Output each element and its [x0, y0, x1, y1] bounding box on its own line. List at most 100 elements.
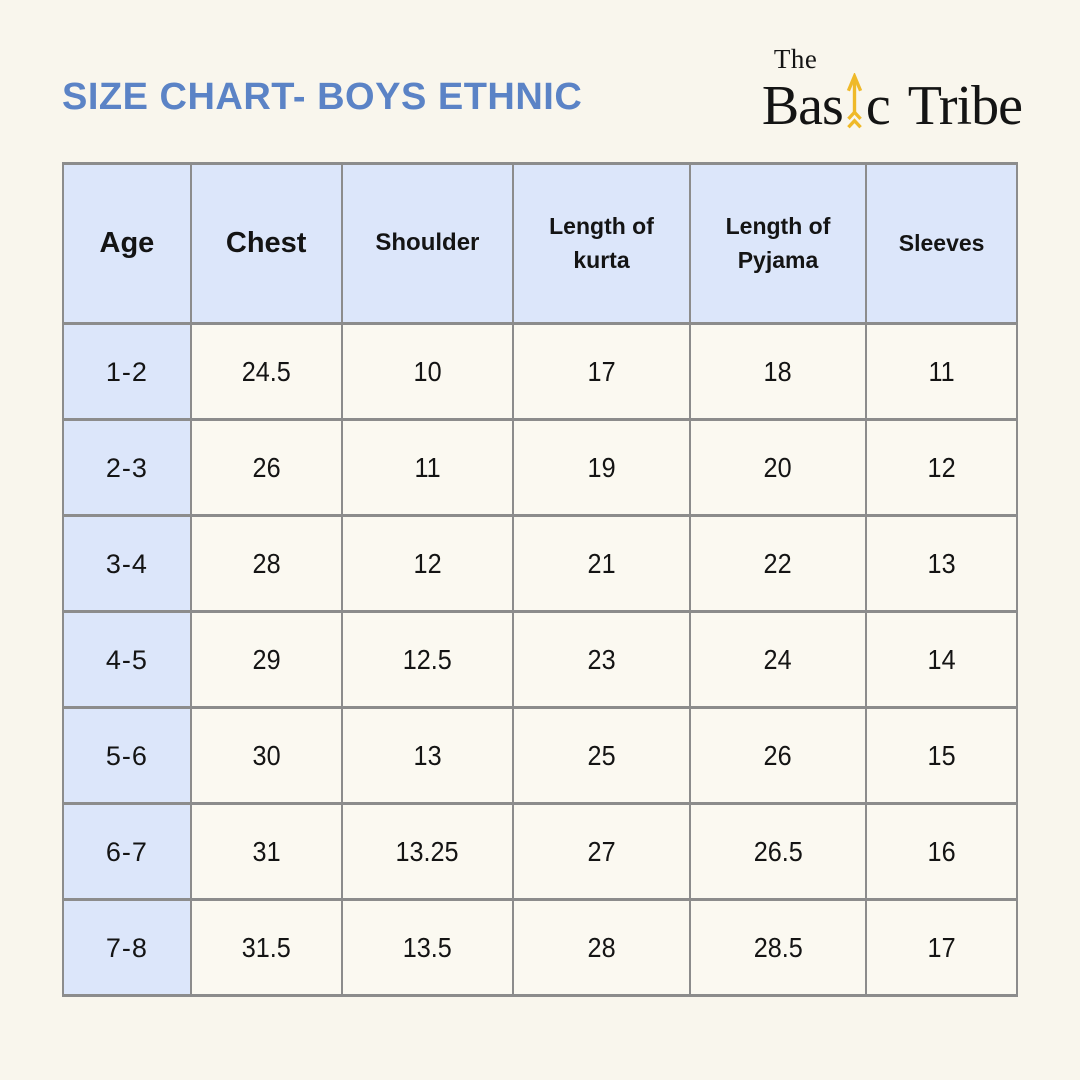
measurement-value: 16 [927, 835, 956, 867]
value-cell: 14 [865, 610, 1018, 709]
age-cell: 5-6 [62, 706, 192, 805]
logo-the-text: The [773, 44, 818, 74]
measurement-value: 13.5 [402, 931, 452, 963]
measurement-value: 18 [763, 355, 793, 387]
table-row: 5-6 30 13 25 26 15 [62, 706, 1018, 805]
value-cell: 13.25 [340, 802, 515, 901]
measurement-value: 14 [927, 643, 956, 675]
value-cell: 24.5 [189, 322, 343, 421]
value-cell: 19 [512, 418, 691, 517]
measurement-value: 31 [252, 835, 281, 867]
measurement-value: 28 [587, 931, 616, 963]
measurement-value: 25 [587, 739, 616, 771]
table-body: 1-2 24.5 10 17 18 11 2-3 26 11 19 20 12 3-4 28 12 21 22 1… [62, 322, 1018, 997]
age-cell: 4-5 [62, 610, 192, 709]
value-cell: 15 [865, 706, 1018, 805]
measurement-value: 28 [252, 547, 281, 579]
age-value: 6-7 [105, 836, 148, 867]
age-value: 4-5 [105, 644, 148, 675]
measurement-value: 22 [763, 547, 793, 579]
value-cell: 17 [512, 322, 691, 421]
age-cell: 3-4 [62, 514, 192, 613]
header-row: Age Chest Shoulder Length of kurta Length of… [62, 162, 1018, 325]
measurement-value: 21 [587, 547, 616, 579]
value-cell: 20 [688, 418, 868, 517]
table-row: 1-2 24.5 10 17 18 11 [62, 322, 1018, 421]
value-cell: 25 [512, 706, 691, 805]
measurement-value: 27 [587, 835, 616, 867]
value-cell: 16 [865, 802, 1018, 901]
measurement-value: 12 [927, 451, 956, 483]
measurement-value: 17 [927, 931, 956, 963]
value-cell: 31.5 [189, 898, 343, 997]
brand-logo: The Bas c Tribe [761, 44, 1023, 137]
age-value: 3-4 [105, 548, 148, 579]
measurement-value: 13 [413, 739, 442, 771]
measurement-value: 12 [413, 547, 442, 579]
measurement-value: 24 [763, 643, 793, 675]
value-cell: 30 [189, 706, 343, 805]
measurement-value: 13.25 [395, 835, 459, 867]
value-cell: 11 [340, 418, 515, 517]
value-cell: 28.5 [688, 898, 868, 997]
value-cell: 13 [340, 706, 515, 805]
age-value: 2-3 [105, 452, 148, 483]
measurement-value: 31.5 [241, 931, 291, 963]
value-cell: 24 [688, 610, 868, 709]
measurement-value: 19 [587, 451, 616, 483]
value-cell: 28 [189, 514, 343, 613]
measurement-value: 13 [927, 547, 956, 579]
value-cell: 12.5 [340, 610, 515, 709]
age-cell: 1-2 [62, 322, 192, 421]
measurement-value: 11 [928, 355, 955, 387]
logo-tribe-text: Tribe [907, 75, 1023, 137]
value-cell: 21 [512, 514, 691, 613]
up-arrow-icon [846, 71, 862, 129]
logo-main-text: Bas c Tribe [761, 71, 1023, 137]
measurement-value: 24.5 [241, 355, 291, 387]
measurement-value: 10 [413, 355, 442, 387]
header-cell: Age [62, 162, 192, 325]
value-cell: 26 [189, 418, 343, 517]
age-cell: 7-8 [62, 898, 192, 997]
measurement-value: 23 [587, 643, 616, 675]
logo-basic-prefix: Bas [761, 75, 844, 137]
age-cell: 2-3 [62, 418, 192, 517]
value-cell: 13.5 [340, 898, 515, 997]
measurement-value: 12.5 [402, 643, 452, 675]
age-cell: 6-7 [62, 802, 192, 901]
table-row: 2-3 26 11 19 20 12 [62, 418, 1018, 517]
measurement-value: 26 [252, 451, 281, 483]
age-value: 1-2 [105, 356, 148, 387]
value-cell: 26 [688, 706, 868, 805]
measurement-value: 26.5 [753, 835, 803, 867]
value-cell: 31 [189, 802, 343, 901]
size-chart-table: Age Chest Shoulder Length of kurta Length of… [62, 162, 1018, 997]
measurement-value: 28.5 [753, 931, 803, 963]
value-cell: 13 [865, 514, 1018, 613]
value-cell: 17 [865, 898, 1018, 997]
table-row: 3-4 28 12 21 22 13 [62, 514, 1018, 613]
value-cell: 10 [340, 322, 515, 421]
table-row: 4-5 29 12.5 23 24 14 [62, 610, 1018, 709]
header-cell: Length of kurta [512, 162, 691, 325]
value-cell: 12 [865, 418, 1018, 517]
header-cell: Length of Pyjama [688, 162, 868, 325]
measurement-value: 20 [763, 451, 793, 483]
header-cell: Chest [189, 162, 343, 325]
logo-basic-suffix: c [865, 75, 891, 137]
measurement-value: 11 [414, 451, 441, 483]
value-cell: 27 [512, 802, 691, 901]
value-cell: 28 [512, 898, 691, 997]
value-cell: 29 [189, 610, 343, 709]
value-cell: 11 [865, 322, 1018, 421]
age-value: 5-6 [105, 740, 148, 771]
measurement-value: 17 [587, 355, 616, 387]
measurement-value: 30 [252, 739, 281, 771]
page-title: SIZE CHART- BOYS ETHNIC [62, 76, 583, 118]
value-cell: 18 [688, 322, 868, 421]
value-cell: 22 [688, 514, 868, 613]
value-cell: 23 [512, 610, 691, 709]
table-row: 7-8 31.5 13.5 28 28.5 17 [62, 898, 1018, 997]
